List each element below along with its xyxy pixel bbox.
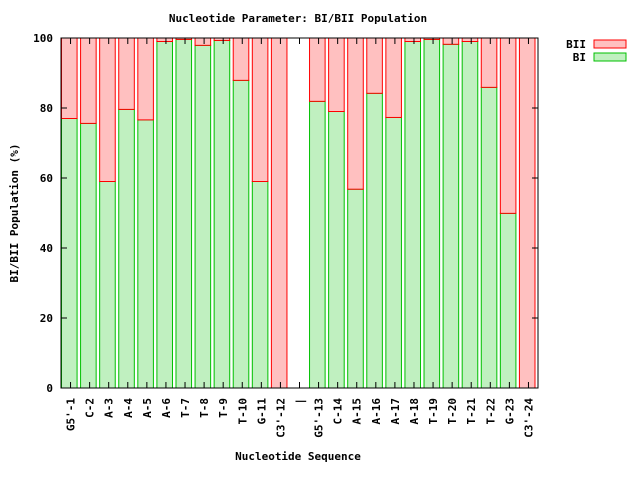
legend-label-bi: BI	[573, 51, 586, 64]
legend-label-bii: BII	[566, 38, 586, 51]
x-tick-label: A-17	[389, 398, 402, 425]
bar-bii-17	[385, 37, 402, 118]
bar-bi-22	[480, 86, 498, 389]
bar-bi-2	[99, 181, 116, 389]
x-tick-label: C3'-12	[274, 398, 287, 438]
x-tick-label: G-23	[503, 398, 516, 425]
bar-bi-17	[385, 116, 402, 389]
bar-bii-11	[270, 37, 288, 389]
x-tick-label: T-9	[217, 398, 230, 418]
bar-bi-3	[118, 108, 135, 389]
bar-bi-19	[423, 38, 441, 389]
bar-bi-16	[366, 92, 383, 389]
y-tick-label: 100	[33, 32, 53, 45]
bar-bi-23	[499, 212, 517, 389]
bar-bi-7	[194, 44, 212, 389]
bar-bii-0	[61, 37, 78, 119]
x-tick-label: A-5	[141, 398, 154, 418]
x-tick-label: |	[294, 398, 307, 405]
x-tick-label: G5'-13	[313, 398, 326, 438]
x-tick-label: T-19	[427, 398, 440, 425]
legend-swatch-bii	[593, 39, 627, 49]
x-tick-label: A-18	[408, 398, 421, 425]
x-tick-label: A-4	[122, 398, 135, 418]
x-tick-label: A-16	[370, 398, 383, 425]
x-tick-label: G-11	[255, 398, 268, 425]
x-tick-label: T-22	[484, 398, 497, 425]
y-axis-label: BI/BII Population (%)	[8, 143, 21, 282]
x-tick-label: T-21	[465, 398, 478, 425]
x-tick-label: C-2	[84, 398, 97, 418]
bar-bii-4	[137, 37, 154, 121]
bar-bi-15	[347, 188, 364, 389]
bar-bii-15	[347, 37, 364, 190]
x-tick-label: T-20	[446, 398, 459, 425]
x-tick-label: C-14	[332, 398, 345, 425]
bar-bii-20	[442, 37, 460, 45]
bar-bi-6	[175, 38, 193, 389]
x-tick-label: A-15	[351, 398, 364, 425]
bar-bii-5	[156, 37, 173, 42]
bar-bi-18	[404, 41, 422, 389]
x-tick-label: C3'-24	[522, 398, 535, 438]
bar-bii-1	[80, 37, 97, 124]
bar-bi-8	[213, 39, 231, 389]
x-tick-label: A-3	[103, 398, 116, 418]
bar-bi-5	[156, 41, 173, 389]
bar-bii-18	[404, 37, 422, 42]
x-tick-label: T-7	[179, 398, 192, 418]
bar-bii-22	[480, 37, 498, 88]
bar-bi-13	[309, 100, 326, 389]
x-tick-label: T-10	[236, 398, 249, 425]
bar-bii-9	[232, 37, 250, 81]
bar-bi-14	[328, 111, 345, 389]
bar-bi-0	[61, 118, 78, 389]
chart-title: Nucleotide Parameter: BI/BII Population	[169, 12, 427, 25]
bar-bii-7	[194, 37, 212, 46]
bar-bi-1	[80, 122, 97, 389]
bar-bii-16	[366, 37, 383, 94]
bar-bi-20	[442, 43, 460, 389]
bar-bii-13	[309, 37, 326, 102]
bar-bi-10	[251, 181, 269, 389]
y-tick-label: 60	[40, 172, 53, 185]
x-tick-label: A-6	[160, 398, 173, 418]
y-tick-label: 20	[40, 312, 53, 325]
bar-bii-10	[251, 37, 269, 182]
bar-bii-2	[99, 37, 116, 182]
x-tick-label: T-8	[198, 398, 211, 418]
bar-bii-23	[499, 37, 517, 214]
x-tick-label: G5'-1	[65, 398, 78, 431]
bar-bi-9	[232, 79, 250, 389]
bar-bii-3	[118, 37, 135, 110]
bar-bii-21	[461, 37, 479, 42]
bar-bi-21	[461, 41, 479, 389]
x-axis-label: Nucleotide Sequence	[235, 450, 361, 463]
legend-swatch-bi	[593, 52, 627, 62]
y-tick-label: 40	[40, 242, 53, 255]
bar-bii-24	[518, 37, 536, 389]
y-tick-label: 80	[40, 102, 53, 115]
bar-bi-4	[137, 119, 154, 389]
bar-bii-14	[328, 37, 345, 112]
y-tick-label: 0	[46, 382, 53, 395]
